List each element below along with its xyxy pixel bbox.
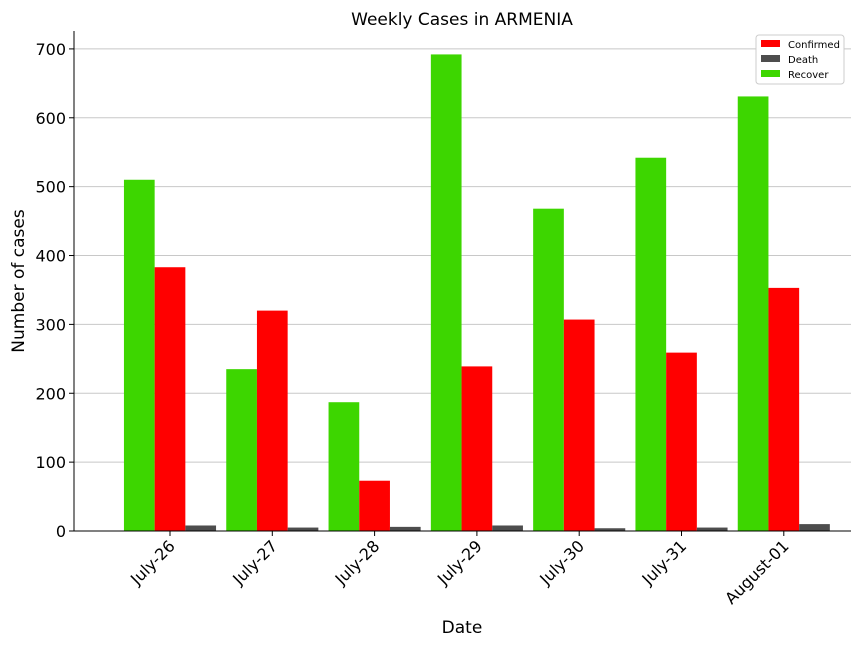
bar-confirmed-august-01 [768, 287, 800, 531]
bar-recover-july-29 [430, 54, 462, 531]
bar-confirmed-july-30 [563, 319, 595, 531]
x-ticks: July-26 July-27 July-28 July-29 July-30 July-… [126, 531, 793, 608]
y-tick-label: 100 [35, 453, 66, 472]
y-tick-label: 600 [35, 109, 66, 128]
x-tick-label: July-26 [126, 536, 179, 589]
bar-recover-july-27 [226, 369, 257, 531]
bar-recover-july-26 [123, 179, 155, 532]
x-tick-label: July-31 [638, 536, 691, 589]
y-tick-label: 300 [35, 315, 66, 334]
axes [73, 31, 851, 532]
y-tick-label: 400 [35, 247, 66, 266]
bar-confirmed-july-31 [666, 352, 697, 531]
x-axis-title: Date [442, 618, 483, 638]
bar-confirmed-july-29 [461, 366, 493, 531]
legend-swatch-death [761, 55, 780, 62]
y-ticks: 0 100 200 300 400 500 600 700 [35, 40, 74, 541]
chart-title: Weekly Cases in ARMENIA [351, 10, 573, 30]
bar-death-july-28 [389, 526, 421, 531]
bar-death-august-01 [799, 524, 830, 531]
bar-death-july-31 [696, 527, 728, 531]
x-tick-label: July-27 [228, 536, 281, 589]
legend-label-confirmed: Confirmed [788, 40, 840, 51]
bar-recover-july-30 [533, 208, 564, 531]
x-tick-label: July-28 [331, 536, 384, 589]
bars [123, 54, 830, 532]
y-tick-label: 500 [35, 178, 66, 197]
bar-confirmed-july-26 [154, 267, 186, 531]
bar-death-july-30 [594, 528, 626, 531]
bar-death-july-29 [492, 525, 523, 531]
y-axis-title: Number of cases [9, 209, 29, 353]
legend-label-recover: Recover [788, 70, 829, 81]
x-tick-label: August-01 [721, 536, 793, 608]
y-tick-label: 200 [35, 384, 66, 403]
bar-confirmed-july-27 [256, 310, 288, 531]
bar-death-july-26 [185, 525, 217, 531]
grid-lines [74, 48, 851, 463]
x-tick-label: July-29 [433, 536, 486, 589]
y-tick-label: 700 [35, 40, 66, 59]
bar-death-july-27 [287, 527, 319, 531]
legend-label-death: Death [788, 55, 818, 66]
bar-recover-july-31 [635, 157, 667, 532]
legend: Confirmed Death Recover [755, 34, 845, 85]
bar-recover-july-28 [328, 402, 360, 531]
legend-swatch-confirmed [761, 40, 780, 47]
y-tick-label: 0 [56, 522, 66, 541]
bar-recover-august-01 [737, 96, 769, 531]
x-tick-label: July-30 [535, 536, 588, 589]
legend-swatch-recover [761, 70, 780, 77]
bar-confirmed-july-28 [359, 480, 390, 531]
